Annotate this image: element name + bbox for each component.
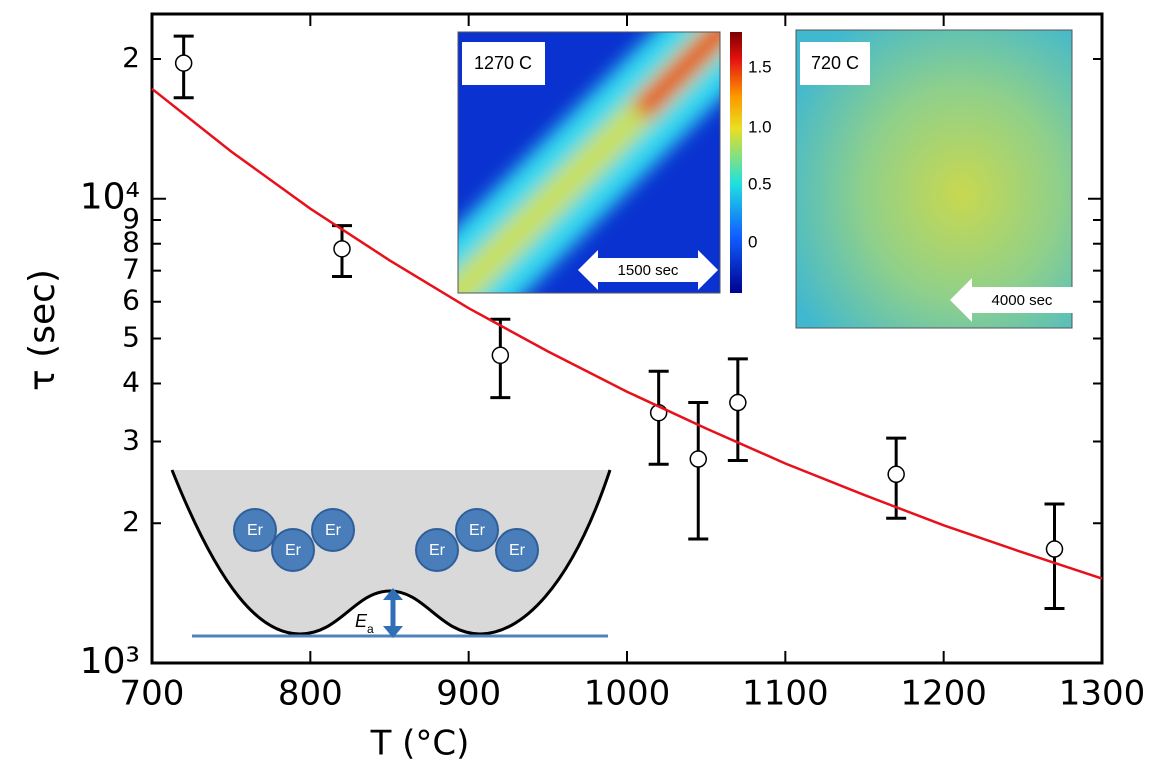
y-tick-label: 10⁴	[80, 177, 140, 218]
barrier-label: E	[355, 611, 368, 631]
y-tick-label: 9	[122, 202, 140, 235]
data-point	[729, 393, 747, 412]
x-tick-label: 1100	[742, 674, 829, 714]
x-tick-label: 1000	[584, 674, 671, 714]
x-tick-label: 800	[278, 674, 343, 714]
particle-label: Er	[285, 542, 302, 559]
particle-label: Er	[429, 542, 446, 559]
y-tick-label: 2	[122, 41, 140, 74]
x-axis-label: T (°C)	[370, 724, 470, 764]
y-tick-label: 10³	[80, 641, 140, 682]
well-curve	[170, 469, 612, 636]
y-tick-label: 4	[122, 365, 140, 398]
y-tick-label: 7	[122, 253, 140, 286]
scale-label: 4000 sec	[992, 292, 1053, 309]
y-tick-label: 5	[122, 321, 140, 354]
well-fill	[172, 470, 610, 634]
particle	[415, 528, 459, 572]
y-axis-label: τ (sec)	[22, 269, 63, 391]
particle-label: Er	[247, 522, 264, 539]
particle	[233, 508, 277, 552]
particle	[311, 508, 355, 552]
particle	[271, 528, 315, 572]
colorbar-tick-label: 1.5	[748, 57, 772, 76]
colorbar	[730, 32, 742, 293]
y-tick-label: 6	[122, 284, 140, 317]
fit-line	[151, 87, 1103, 580]
particle	[495, 528, 539, 572]
colorbar-tick-label: 0	[748, 232, 757, 251]
scale-label: 1500 sec	[618, 262, 679, 279]
data-point	[1045, 540, 1064, 558]
arrow-head	[383, 588, 403, 600]
x-tick-label: 900	[436, 674, 501, 714]
data-point	[491, 346, 510, 365]
data-point	[174, 54, 193, 72]
colorbar-tick-label: 0.5	[748, 174, 772, 193]
data-point	[689, 450, 707, 468]
label-box	[800, 42, 870, 85]
label-box	[462, 42, 545, 85]
energy-diagram: E a Er Er Er Er Er Er	[170, 469, 612, 638]
colorbar-tick-label: 1.0	[748, 117, 772, 136]
inset-label: 720 C	[811, 53, 859, 73]
scale-arrow	[578, 250, 718, 290]
heatmap-hot: 1270 C 1500 sec 1.5 1.0 0.5 0	[457, 31, 772, 294]
x-tick-label: 1300	[1059, 674, 1146, 714]
arrow-head	[383, 626, 403, 638]
y-tick-label: 2	[122, 505, 140, 538]
data-point	[333, 240, 351, 258]
particle-label: Er	[325, 522, 342, 539]
barrier-subscript: a	[367, 622, 374, 636]
inset-label: 1270 C	[474, 53, 532, 73]
data-point	[887, 465, 905, 484]
x-tick-label: 700	[120, 674, 185, 714]
heatmap-cold: 720 C 4000 sec	[795, 29, 1095, 329]
particle-label: Er	[509, 542, 526, 559]
scale-arrow	[950, 278, 1095, 322]
y-tick-label: 8	[122, 226, 140, 259]
particle-label: Er	[469, 522, 486, 539]
x-tick-label: 1200	[900, 674, 987, 714]
particle	[455, 508, 499, 552]
y-tick-label: 3	[122, 423, 140, 456]
